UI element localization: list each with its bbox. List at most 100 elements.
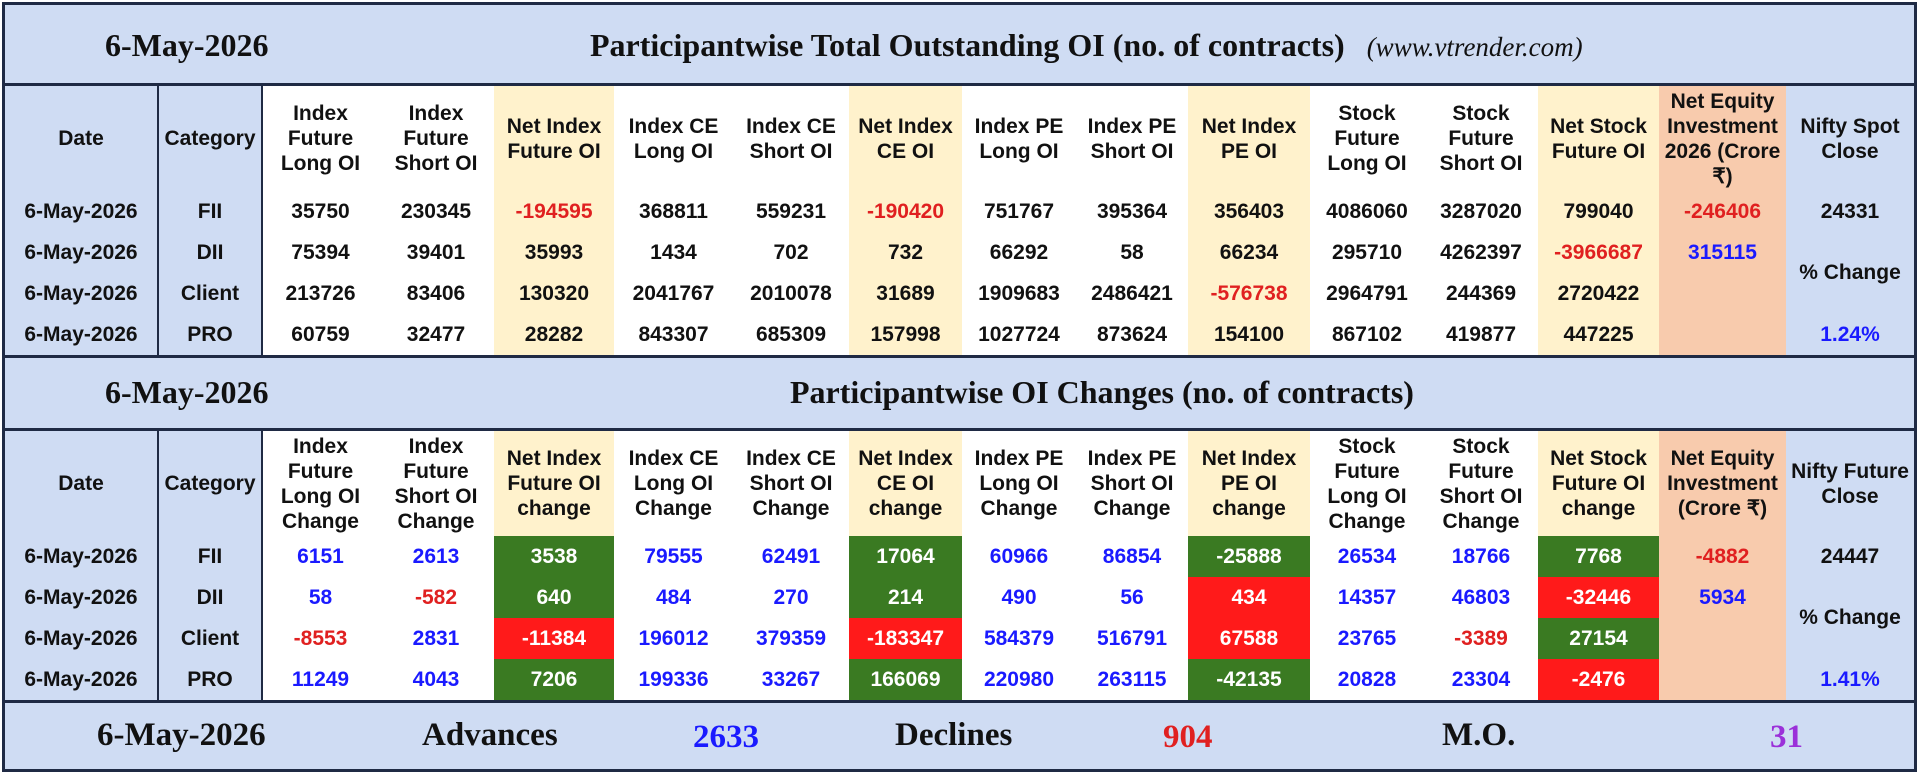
data-cell: 584379: [962, 618, 1076, 659]
mo-label: M.O.: [1442, 717, 1516, 753]
row-category: PRO: [158, 659, 263, 700]
footer-date: 6-May-2026: [97, 717, 266, 753]
row-category: DII: [158, 232, 263, 273]
row-category: DII: [158, 577, 263, 618]
declines-label: Declines: [895, 717, 1013, 753]
column-header: Stock Future Short OI: [1424, 86, 1538, 191]
data-cell: 58: [1076, 232, 1188, 273]
data-cell: -11384: [494, 618, 614, 659]
data-cell: 196012: [614, 618, 733, 659]
data-cell: 1909683: [962, 273, 1076, 314]
data-cell: 2831: [378, 618, 494, 659]
data-cell: 244369: [1424, 273, 1538, 314]
data-cell: 447225: [1538, 314, 1659, 355]
advances-label: Advances: [422, 717, 558, 753]
equity-investment-cell: -4882: [1659, 536, 1786, 577]
table-row: 6-May-2026 Client 213726 83406 130320 2041767…: [5, 273, 1914, 314]
row-date: 6-May-2026: [5, 273, 159, 314]
data-cell: 490: [962, 577, 1076, 618]
data-cell: 419877: [1424, 314, 1538, 355]
data-cell: 66292: [962, 232, 1076, 273]
data-cell: 685309: [733, 314, 849, 355]
data-cell: 86854: [1076, 536, 1188, 577]
data-cell: 28282: [494, 314, 614, 355]
data-cell: 356403: [1188, 191, 1310, 232]
data-cell: 6151: [262, 536, 378, 577]
column-header: Net Index PE OI: [1188, 86, 1310, 191]
data-cell: 873624: [1076, 314, 1188, 355]
column-header: Net Index CE OI change: [849, 431, 962, 536]
row-date: 6-May-2026: [5, 577, 159, 618]
pct-change-value: 1.41%: [1786, 659, 1914, 700]
data-cell: 843307: [614, 314, 733, 355]
data-cell: 3287020: [1424, 191, 1538, 232]
row-category: PRO: [158, 314, 263, 355]
column-header: Index PE Short OI: [1076, 86, 1188, 191]
data-cell: 1434: [614, 232, 733, 273]
total-oi-table: Date Category Index Future Long OI Index Fu…: [5, 86, 1914, 355]
table-row: 6-May-2026 FII 6151 2613 3538 79555 62491 17064…: [5, 536, 1914, 577]
data-cell: 7206: [494, 659, 614, 700]
row-date: 6-May-2026: [5, 232, 159, 273]
data-cell: 395364: [1076, 191, 1188, 232]
data-cell: 23765: [1310, 618, 1424, 659]
column-header: Net Index CE OI: [849, 86, 962, 191]
pct-change-label: % Change: [1786, 577, 1914, 659]
data-cell: 58: [262, 577, 378, 618]
changes-report-date: 6-May-2026: [105, 374, 269, 410]
data-cell: 640: [494, 577, 614, 618]
data-cell: 263115: [1076, 659, 1188, 700]
oi-changes-table: Date Category Index Future Long OI Change I…: [5, 431, 1914, 700]
top-title-band: 6-May-2026 Participantwise Total Outstan…: [5, 5, 1914, 83]
data-cell: 1027724: [962, 314, 1076, 355]
data-cell: -42135: [1188, 659, 1310, 700]
data-cell: 379359: [733, 618, 849, 659]
column-header: Index PE Long OI: [962, 86, 1076, 191]
table-row: 6-May-2026 PRO 11249 4043 7206 199336 33267 166…: [5, 659, 1914, 700]
data-cell: 732: [849, 232, 962, 273]
advances-value: 2633: [693, 719, 759, 755]
top-title-text: Participantwise Total Outstanding OI (no…: [590, 27, 1345, 63]
data-cell: 75394: [262, 232, 378, 273]
table-row: 6-May-2026 DII 75394 39401 35993 1434 702 732 66…: [5, 232, 1914, 314]
column-header: Net Index PE OI change: [1188, 431, 1310, 536]
data-cell: 295710: [1310, 232, 1424, 273]
data-cell: 2041767: [614, 273, 733, 314]
column-header: Stock Future Long OI: [1310, 86, 1424, 191]
table-row: 6-May-2026 FII 35750 230345 -194595 368811 559…: [5, 191, 1914, 232]
data-cell: 3538: [494, 536, 614, 577]
nifty-close-value: 24331: [1786, 191, 1914, 232]
data-cell: 83406: [378, 273, 494, 314]
row-date: 6-May-2026: [5, 314, 159, 355]
equity-investment-cell: 5934: [1659, 577, 1786, 618]
pct-change-label: % Change: [1786, 232, 1914, 314]
column-header: Nifty Future Close: [1786, 431, 1914, 536]
column-header: Index PE Long OI Change: [962, 431, 1076, 536]
mo-value: 31: [1770, 719, 1803, 755]
equity-investment-cell: 315115: [1659, 232, 1786, 273]
data-cell: 2010078: [733, 273, 849, 314]
data-cell: 2720422: [1538, 273, 1659, 314]
top-report-title: Participantwise Total Outstanding OI (no…: [590, 27, 1583, 64]
divider: [5, 428, 1914, 431]
data-cell: 79555: [614, 536, 733, 577]
equity-investment-cell: -246406: [1659, 191, 1786, 232]
column-header: Nifty Spot Close: [1786, 86, 1914, 191]
data-cell: 484: [614, 577, 733, 618]
data-cell: 157998: [849, 314, 962, 355]
pct-change-value: 1.24%: [1786, 314, 1914, 355]
equity-investment-cell: [1659, 618, 1786, 659]
data-cell: 4043: [378, 659, 494, 700]
divider: [5, 83, 1914, 86]
column-header: Index PE Short OI Change: [1076, 431, 1188, 536]
data-cell: 2486421: [1076, 273, 1188, 314]
data-cell: 2613: [378, 536, 494, 577]
column-header: Date: [5, 431, 159, 536]
data-cell: 26534: [1310, 536, 1424, 577]
row-category: FII: [158, 536, 263, 577]
data-cell: -3389: [1424, 618, 1538, 659]
data-cell: 799040: [1538, 191, 1659, 232]
data-cell: 4086060: [1310, 191, 1424, 232]
data-cell: 154100: [1188, 314, 1310, 355]
